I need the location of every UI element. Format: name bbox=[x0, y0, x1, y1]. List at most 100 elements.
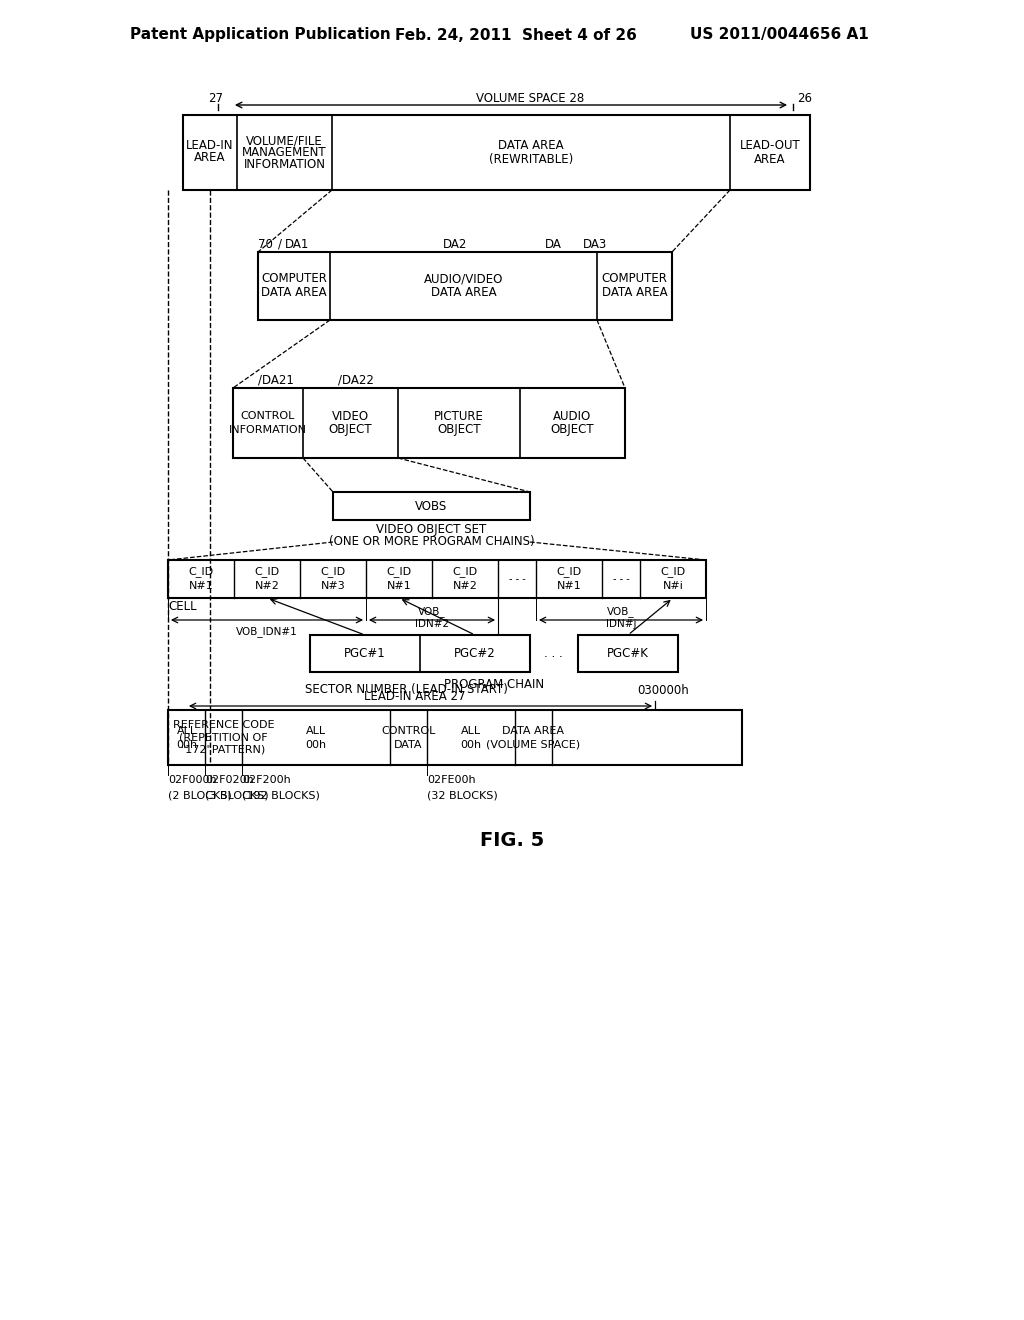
Bar bbox=[168, 560, 706, 598]
Text: AUDIO/VIDEO: AUDIO/VIDEO bbox=[424, 272, 503, 285]
Text: 02F200h: 02F200h bbox=[242, 775, 291, 785]
Text: AREA: AREA bbox=[195, 150, 225, 164]
Text: AREA: AREA bbox=[755, 153, 785, 166]
Text: IDN#j: IDN#j bbox=[606, 619, 636, 630]
Text: MANAGEMENT: MANAGEMENT bbox=[243, 147, 327, 158]
Text: COMPUTER: COMPUTER bbox=[261, 272, 327, 285]
Text: CONTROL: CONTROL bbox=[241, 411, 295, 421]
Bar bbox=[310, 635, 530, 672]
Text: SECTOR NUMBER (LEAD-IN START): SECTOR NUMBER (LEAD-IN START) bbox=[305, 684, 508, 697]
Text: (ONE OR MORE PROGRAM CHAINS): (ONE OR MORE PROGRAM CHAINS) bbox=[329, 535, 535, 548]
Text: - - -: - - - bbox=[509, 574, 525, 583]
Text: Patent Application Publication: Patent Application Publication bbox=[130, 28, 391, 42]
Text: C_ID: C_ID bbox=[660, 566, 685, 577]
Text: 00h: 00h bbox=[461, 739, 481, 750]
Bar bbox=[183, 115, 810, 190]
Text: 27: 27 bbox=[208, 92, 223, 106]
Text: VOLUME SPACE 28: VOLUME SPACE 28 bbox=[476, 92, 584, 106]
Text: N#2: N#2 bbox=[453, 581, 477, 591]
Text: LEAD-IN: LEAD-IN bbox=[186, 139, 233, 152]
Text: COMPUTER: COMPUTER bbox=[601, 272, 668, 285]
Text: FIG. 5: FIG. 5 bbox=[480, 830, 544, 850]
Text: ALL: ALL bbox=[461, 726, 481, 735]
Text: C_ID: C_ID bbox=[386, 566, 412, 577]
Text: DATA AREA: DATA AREA bbox=[261, 286, 327, 300]
Text: /DA22: /DA22 bbox=[338, 374, 374, 387]
Bar bbox=[258, 252, 672, 319]
Text: CELL: CELL bbox=[168, 601, 197, 614]
Text: PGC#1: PGC#1 bbox=[344, 647, 386, 660]
Text: VOB_IDN#1: VOB_IDN#1 bbox=[237, 627, 298, 638]
Text: VIDEO OBJECT SET: VIDEO OBJECT SET bbox=[377, 523, 486, 536]
Text: PGC#K: PGC#K bbox=[607, 647, 649, 660]
Text: 00h: 00h bbox=[305, 739, 327, 750]
Text: N#1: N#1 bbox=[188, 581, 213, 591]
Text: DATA AREA: DATA AREA bbox=[602, 286, 668, 300]
Text: VOB_: VOB_ bbox=[607, 607, 635, 618]
Text: US 2011/0044656 A1: US 2011/0044656 A1 bbox=[690, 28, 868, 42]
Text: 26: 26 bbox=[797, 92, 812, 106]
Text: N#1: N#1 bbox=[387, 581, 412, 591]
Text: DA3: DA3 bbox=[583, 238, 607, 251]
Text: N#3: N#3 bbox=[321, 581, 345, 591]
Text: (REWRITABLE): (REWRITABLE) bbox=[488, 153, 573, 166]
Text: AUDIO: AUDIO bbox=[553, 409, 592, 422]
Text: VOBS: VOBS bbox=[416, 499, 447, 512]
Text: OBJECT: OBJECT bbox=[551, 424, 594, 437]
Text: "172"PATTERN): "172"PATTERN) bbox=[181, 744, 266, 755]
Text: DATA AREA: DATA AREA bbox=[431, 286, 497, 300]
Text: (32 BLOCKS): (32 BLOCKS) bbox=[427, 791, 498, 801]
Text: 00h: 00h bbox=[176, 739, 197, 750]
Bar bbox=[233, 388, 625, 458]
Text: LEAD-IN AREA 27: LEAD-IN AREA 27 bbox=[365, 689, 466, 702]
Text: DATA AREA: DATA AREA bbox=[499, 139, 564, 152]
Text: (2 BLOCKS): (2 BLOCKS) bbox=[168, 791, 231, 801]
Text: C_ID: C_ID bbox=[556, 566, 582, 577]
Text: N#2: N#2 bbox=[255, 581, 280, 591]
Text: INFORMATION: INFORMATION bbox=[244, 158, 326, 172]
Text: INFORMATION: INFORMATION bbox=[229, 425, 307, 436]
Text: DA: DA bbox=[545, 238, 562, 251]
Bar bbox=[333, 492, 530, 520]
Text: DA2: DA2 bbox=[443, 238, 467, 251]
Text: LEAD-OUT: LEAD-OUT bbox=[739, 139, 801, 152]
Text: - - -: - - - bbox=[612, 574, 630, 583]
Text: 02FE00h: 02FE00h bbox=[427, 775, 475, 785]
Text: ALL: ALL bbox=[306, 726, 326, 735]
Text: Feb. 24, 2011  Sheet 4 of 26: Feb. 24, 2011 Sheet 4 of 26 bbox=[395, 28, 637, 42]
Text: OBJECT: OBJECT bbox=[437, 424, 481, 437]
Text: CONTROL: CONTROL bbox=[381, 726, 435, 735]
Text: 02F020h: 02F020h bbox=[205, 775, 254, 785]
Bar bbox=[168, 710, 742, 766]
Text: DA1: DA1 bbox=[285, 238, 309, 251]
Text: C_ID: C_ID bbox=[453, 566, 477, 577]
Text: /: / bbox=[278, 238, 282, 251]
Text: REFERENCE CODE: REFERENCE CODE bbox=[173, 721, 274, 730]
Text: DATA: DATA bbox=[394, 739, 423, 750]
Text: . . .: . . . bbox=[544, 647, 562, 660]
Text: VOB_: VOB_ bbox=[418, 607, 445, 618]
Text: PROGRAM CHAIN: PROGRAM CHAIN bbox=[444, 677, 544, 690]
Text: (192 BLOCKS): (192 BLOCKS) bbox=[242, 791, 319, 801]
Text: VIDEO: VIDEO bbox=[332, 409, 369, 422]
Text: DATA AREA: DATA AREA bbox=[503, 726, 564, 735]
Text: PGC#2: PGC#2 bbox=[454, 647, 496, 660]
Text: N#1: N#1 bbox=[557, 581, 582, 591]
Text: VOLUME/FILE: VOLUME/FILE bbox=[246, 135, 323, 147]
Text: 030000h: 030000h bbox=[637, 684, 689, 697]
Text: N#i: N#i bbox=[663, 581, 683, 591]
Text: ALL: ALL bbox=[176, 726, 197, 735]
Text: (3 BLOCKS): (3 BLOCKS) bbox=[205, 791, 268, 801]
Text: C_ID: C_ID bbox=[188, 566, 214, 577]
Text: (VOLUME SPACE): (VOLUME SPACE) bbox=[486, 739, 581, 750]
Text: PICTURE: PICTURE bbox=[434, 409, 484, 422]
Text: OBJECT: OBJECT bbox=[329, 424, 373, 437]
Text: /DA21: /DA21 bbox=[258, 374, 294, 387]
Text: 70: 70 bbox=[258, 238, 272, 251]
Text: 02F000h: 02F000h bbox=[168, 775, 217, 785]
Bar bbox=[578, 635, 678, 672]
Text: IDN#2: IDN#2 bbox=[415, 619, 450, 630]
Text: C_ID: C_ID bbox=[321, 566, 345, 577]
Text: C_ID: C_ID bbox=[254, 566, 280, 577]
Text: (REPETITION OF: (REPETITION OF bbox=[179, 733, 268, 742]
